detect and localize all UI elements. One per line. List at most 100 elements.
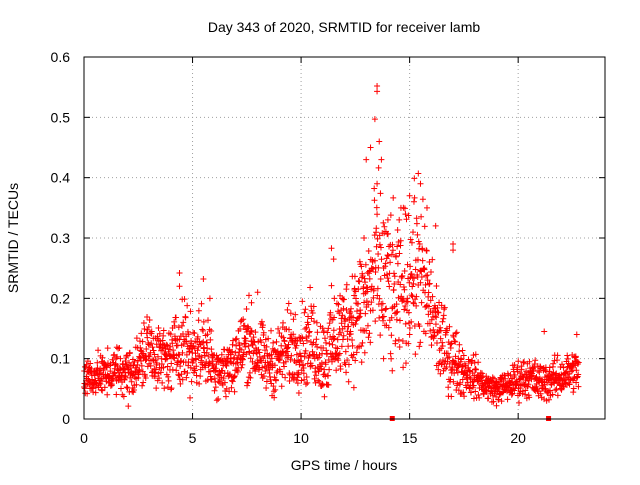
data-point — [349, 336, 356, 343]
data-point — [358, 342, 365, 349]
data-point — [326, 320, 333, 327]
data-point — [376, 241, 383, 248]
data-point — [233, 342, 240, 349]
data-point — [204, 345, 211, 352]
data-point — [108, 382, 115, 389]
data-point — [245, 379, 252, 386]
data-point — [393, 316, 400, 323]
data-point — [376, 314, 383, 321]
data-point — [162, 345, 169, 352]
data-point — [575, 359, 582, 366]
data-point — [169, 366, 176, 373]
data-point — [318, 365, 325, 372]
data-point — [244, 323, 251, 330]
data-point — [351, 292, 358, 299]
data-point — [173, 367, 180, 374]
data-point — [156, 375, 163, 382]
data-point — [387, 350, 394, 357]
data-point — [336, 350, 343, 357]
data-point — [193, 372, 200, 379]
data-point — [379, 300, 386, 307]
data-point — [229, 348, 236, 355]
data-point — [371, 257, 378, 264]
data-point — [410, 299, 417, 306]
data-point — [292, 311, 299, 318]
data-point — [412, 296, 419, 303]
data-point — [511, 371, 518, 378]
data-point — [396, 216, 403, 223]
data-point — [314, 329, 321, 336]
data-point — [398, 293, 405, 300]
data-point — [183, 351, 190, 358]
data-point — [236, 342, 243, 349]
data-point — [348, 305, 355, 312]
data-point — [351, 285, 358, 292]
data-point — [200, 338, 207, 345]
data-point — [449, 357, 456, 364]
data-point — [354, 308, 361, 315]
data-point — [375, 164, 382, 171]
data-point — [410, 229, 417, 236]
data-point — [281, 338, 288, 345]
data-point — [226, 388, 233, 395]
data-point — [320, 328, 327, 335]
data-point — [459, 347, 466, 354]
data-point — [526, 394, 533, 401]
data-point — [329, 341, 336, 348]
data-point — [402, 302, 409, 309]
data-point — [476, 394, 483, 401]
data-point — [272, 377, 279, 384]
data-point — [530, 366, 537, 373]
data-point — [479, 370, 486, 377]
data-point — [406, 279, 413, 286]
data-point — [361, 299, 368, 306]
data-point — [293, 351, 300, 358]
data-point — [139, 382, 146, 389]
data-point — [405, 212, 412, 219]
data-point — [293, 342, 300, 349]
data-point — [472, 351, 479, 358]
data-point — [565, 355, 572, 362]
data-point — [419, 257, 426, 264]
data-point — [454, 380, 461, 387]
data-point — [373, 204, 380, 211]
data-point — [433, 340, 440, 347]
data-point — [393, 301, 400, 308]
data-point — [334, 336, 341, 343]
data-point — [239, 356, 246, 363]
data-point — [524, 383, 531, 390]
data-point — [324, 329, 331, 336]
data-point — [142, 374, 149, 381]
data-point — [379, 313, 386, 320]
data-point — [212, 384, 219, 391]
data-point — [549, 371, 556, 378]
data-point — [300, 370, 307, 377]
data-point — [140, 319, 147, 326]
data-point — [137, 347, 144, 354]
data-point — [531, 360, 538, 367]
data-point — [418, 213, 425, 220]
axis-ticks: 0 0.1 0.2 0.3 0.4 0.5 0.6 0 5 10 15 20 — [51, 49, 605, 446]
data-point — [409, 283, 416, 290]
data-point — [498, 398, 505, 405]
data-point — [361, 275, 368, 282]
data-point — [430, 333, 437, 340]
data-point — [259, 364, 266, 371]
data-point — [198, 354, 205, 361]
data-point — [384, 252, 391, 259]
data-point — [472, 365, 479, 372]
data-point — [177, 358, 184, 365]
data-point — [103, 363, 110, 370]
data-point — [408, 318, 415, 325]
data-point — [185, 359, 192, 366]
data-point — [107, 368, 114, 375]
data-point — [166, 346, 173, 353]
data-point — [160, 327, 167, 334]
data-point — [542, 385, 549, 392]
data-point — [172, 314, 179, 321]
data-point — [355, 278, 362, 285]
data-point — [378, 256, 385, 263]
data-point — [424, 277, 431, 284]
data-point — [407, 263, 414, 270]
data-point — [128, 378, 135, 385]
